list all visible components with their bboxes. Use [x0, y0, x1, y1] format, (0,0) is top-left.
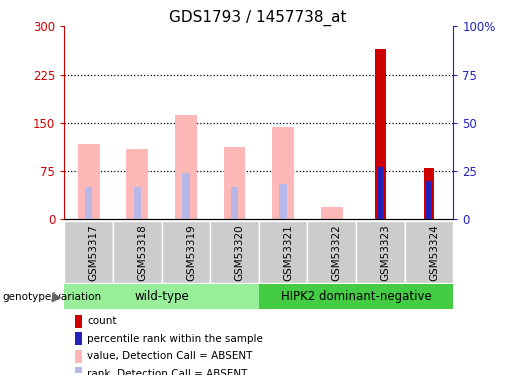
Bar: [75, 333, 82, 345]
Bar: [78, 144, 99, 219]
Bar: [75, 315, 82, 328]
Bar: [280, 184, 287, 219]
Bar: [224, 147, 246, 219]
Text: GSM53322: GSM53322: [332, 224, 341, 281]
Text: HIPK2 dominant-negative: HIPK2 dominant-negative: [281, 290, 432, 303]
Bar: [162, 221, 210, 283]
Bar: [321, 207, 342, 219]
Bar: [126, 148, 148, 219]
Bar: [426, 181, 432, 219]
Bar: [272, 128, 294, 219]
Text: count: count: [88, 316, 117, 326]
Text: value, Detection Call = ABSENT: value, Detection Call = ABSENT: [88, 351, 253, 361]
Text: GSM53319: GSM53319: [186, 224, 196, 281]
Bar: [378, 167, 383, 219]
Text: GSM53320: GSM53320: [234, 224, 245, 281]
Bar: [423, 168, 434, 219]
Bar: [259, 221, 307, 283]
Bar: [64, 221, 113, 283]
Text: GSM53318: GSM53318: [138, 224, 147, 281]
Bar: [75, 368, 82, 375]
Text: rank, Detection Call = ABSENT: rank, Detection Call = ABSENT: [88, 369, 248, 375]
Text: GSM53317: GSM53317: [89, 224, 99, 281]
Bar: [75, 350, 82, 363]
Bar: [259, 284, 453, 309]
Bar: [210, 221, 259, 283]
Bar: [405, 221, 453, 283]
Text: ▶: ▶: [52, 291, 61, 303]
Text: genotype/variation: genotype/variation: [3, 292, 101, 302]
Text: GDS1793 / 1457738_at: GDS1793 / 1457738_at: [169, 9, 346, 26]
Text: GSM53323: GSM53323: [380, 224, 390, 281]
Bar: [64, 284, 259, 309]
Text: percentile rank within the sample: percentile rank within the sample: [88, 334, 263, 344]
Bar: [175, 115, 197, 219]
Text: GSM53324: GSM53324: [429, 224, 439, 281]
Bar: [133, 187, 141, 219]
Text: GSM53321: GSM53321: [283, 224, 293, 281]
Text: wild-type: wild-type: [134, 290, 189, 303]
Bar: [307, 221, 356, 283]
Bar: [375, 49, 386, 219]
Bar: [113, 221, 162, 283]
Bar: [356, 221, 405, 283]
Bar: [85, 187, 92, 219]
Bar: [182, 173, 190, 219]
Bar: [231, 187, 238, 219]
